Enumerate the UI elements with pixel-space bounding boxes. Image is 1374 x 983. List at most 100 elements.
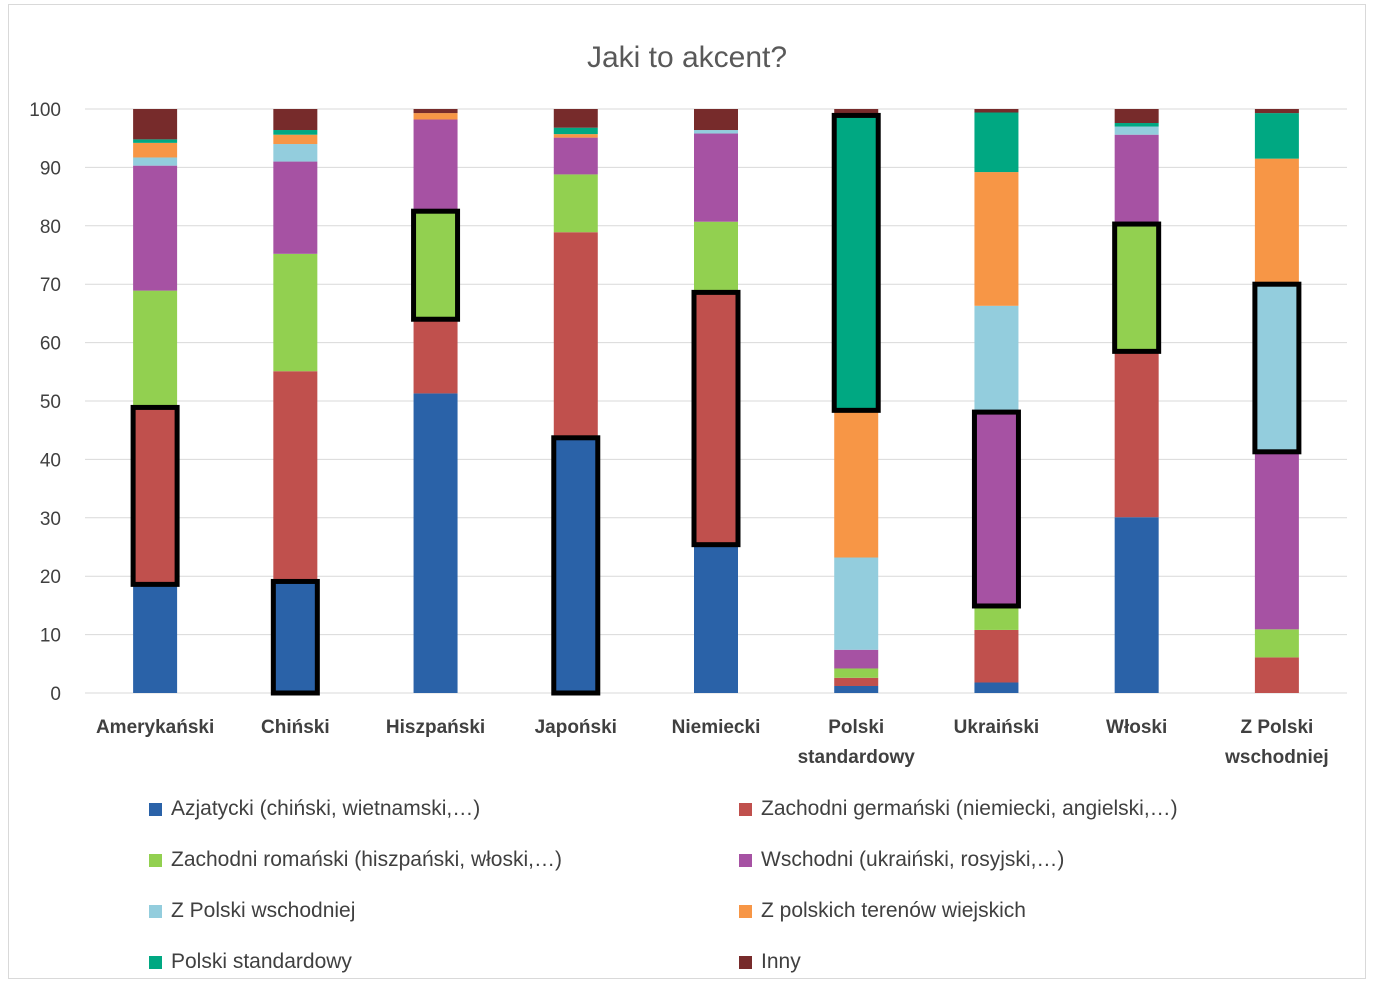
bar-segment: [694, 133, 738, 222]
bar-segment: [553, 137, 598, 175]
legend-swatch: [739, 802, 752, 816]
bar-segment: [1254, 158, 1299, 285]
bar-segment: [974, 682, 1019, 693]
highlight-outlines: [130, 112, 1302, 696]
bar-segment: [1254, 629, 1299, 658]
bar-segment: [834, 115, 879, 411]
bar-segment: [974, 629, 1019, 683]
bar-segment: [974, 112, 1019, 173]
legend-swatch: [149, 955, 162, 969]
bar-segment: [413, 319, 458, 394]
bar-segment: [1254, 109, 1299, 114]
legend-item: Zachodni germański (niemiecki, angielski…: [739, 797, 1178, 821]
bar-segment: [273, 144, 318, 162]
legend-label: Wschodni (ukraiński, rosyjski,…): [761, 848, 1065, 871]
bar-segment: [694, 544, 738, 693]
legend-label: Polski standardowy: [171, 950, 352, 973]
legend-label: Z Polski wschodniej: [171, 899, 356, 922]
legend-swatch: [739, 904, 752, 918]
bar-segment: [133, 407, 178, 585]
bar-segment: [1114, 123, 1159, 127]
legend-label: Zachodni germański (niemiecki, angielski…: [761, 797, 1178, 820]
bar-segment: [553, 437, 598, 693]
bar-segment: [1254, 113, 1299, 159]
bar-segment: [273, 130, 318, 135]
bar-segment: [413, 109, 458, 114]
legend-item: Azjatycki (chiński, wietnamski,…): [149, 797, 480, 821]
highlight-outline: [130, 404, 180, 587]
x-tick-label: Niemiecki: [672, 717, 761, 738]
y-tick-label: 40: [40, 450, 61, 471]
bar-segment: [273, 109, 318, 131]
legend-label: Inny: [761, 950, 801, 973]
bar-segment: [834, 649, 879, 669]
bar-segment: [834, 109, 879, 116]
bar-segment: [413, 113, 458, 120]
bar-segment: [273, 371, 318, 582]
stacked-bar-chart: Jaki to akcent? 0 10 20 30 40 50 60 70 80 90 100 A…: [29, 41, 1347, 768]
bar-segment: [133, 142, 178, 158]
bar-segment: [133, 165, 178, 291]
bar-segment: [1114, 126, 1159, 135]
chart-title: Jaki to akcent?: [587, 41, 787, 74]
x-tick-label: Polski standardowy: [798, 717, 916, 768]
highlight-outline: [971, 409, 1021, 609]
bar-segment: [974, 109, 1019, 113]
highlight-outline: [411, 208, 461, 322]
bar-segment: [413, 393, 458, 693]
bar-segment: [694, 130, 738, 134]
highlight-outline: [270, 578, 320, 696]
legend-swatch: [739, 853, 752, 867]
y-tick-label: 70: [40, 275, 61, 296]
bar-segment: [1114, 134, 1159, 225]
legend-swatch: [149, 802, 162, 816]
bar-segment: [1254, 451, 1299, 630]
x-tick-label: Chiński: [261, 717, 330, 738]
legend-swatch: [739, 955, 752, 969]
bar-segment: [694, 221, 738, 293]
highlight-outline: [1252, 281, 1302, 455]
bar-segment: [413, 211, 458, 320]
bar-segment: [974, 305, 1019, 413]
highlight-outline: [551, 435, 601, 696]
bar-segment: [834, 685, 879, 693]
bar-segment: [1254, 657, 1299, 693]
y-axis-ticks: 0 10 20 30 40 50 60 70 80 90 100: [29, 100, 61, 705]
bar-segment: [1114, 351, 1159, 518]
y-tick-label: 100: [29, 100, 61, 121]
legend-label: Z polskich terenów wiejskich: [761, 899, 1026, 922]
bar-segment: [974, 172, 1019, 306]
bar-segment: [834, 557, 879, 650]
y-tick-label: 0: [50, 684, 61, 705]
legend-label: Zachodni romański (hiszpański, włoski,…): [171, 848, 562, 871]
bar-segment: [273, 581, 318, 693]
highlight-outline: [1112, 221, 1162, 354]
bar-segment: [834, 668, 879, 678]
x-tick-label: Japoński: [535, 717, 617, 738]
bar-segment: [553, 174, 598, 233]
bar-segment: [834, 410, 879, 558]
legend-swatch: [149, 853, 162, 867]
bar-segment: [553, 134, 598, 138]
bar-segment: [273, 161, 318, 254]
x-tick-label: Ukraiński: [954, 717, 1040, 738]
y-tick-label: 80: [40, 217, 61, 238]
bar-segment: [553, 127, 598, 135]
x-tick-label: Amerykański: [96, 717, 214, 738]
bar-segment: [553, 109, 598, 128]
x-axis-labels: Amerykański Chiński Hiszpański Japoński Niem…: [96, 717, 1329, 768]
legend-item: Polski standardowy: [149, 950, 352, 974]
legend-label: Azjatycki (chiński, wietnamski,…): [171, 797, 481, 820]
highlight-outline: [831, 112, 881, 413]
bar-segment: [974, 412, 1019, 606]
bar-segment: [1114, 224, 1159, 352]
y-tick-label: 20: [40, 567, 61, 588]
legend-item: Inny: [739, 950, 801, 974]
legend-item: Wschodni (ukraiński, rosyjski,…): [739, 848, 1064, 872]
y-tick-label: 50: [40, 392, 61, 413]
bar-segment: [834, 677, 879, 686]
bar-segment: [133, 290, 178, 408]
bar-segment: [133, 139, 178, 143]
bar-segment: [273, 253, 318, 372]
y-tick-label: 30: [40, 509, 61, 530]
